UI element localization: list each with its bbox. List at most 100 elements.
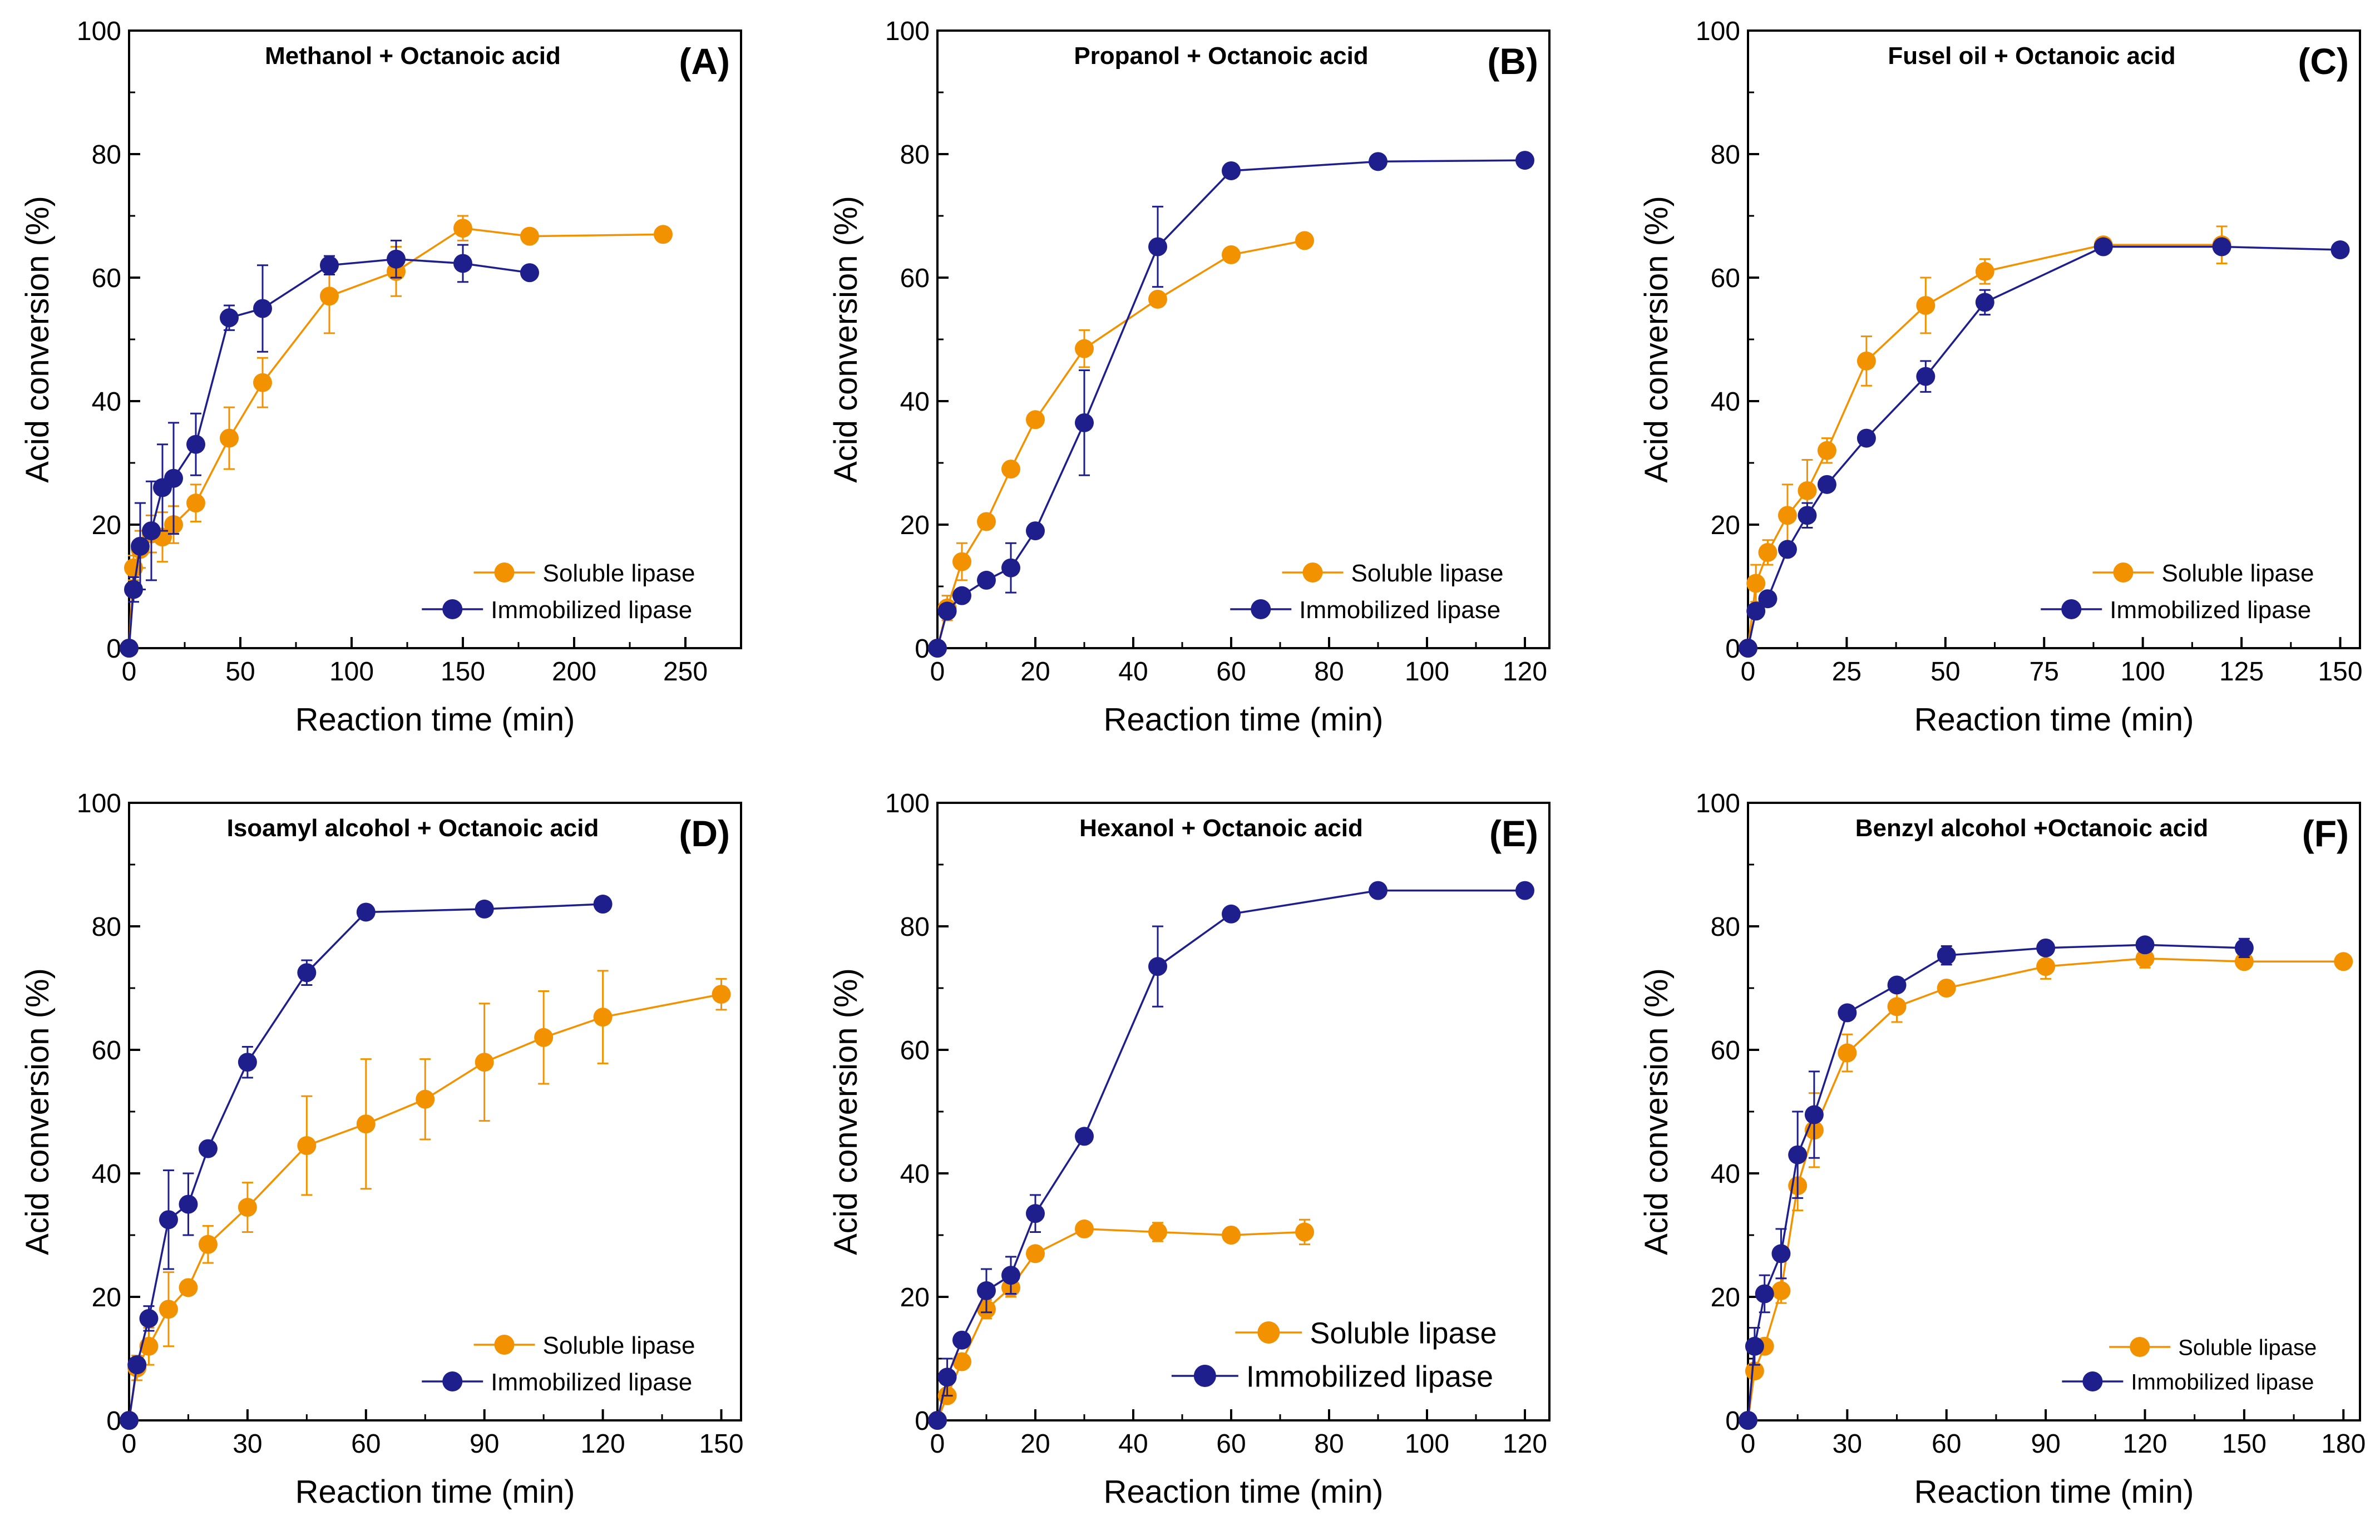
data-point: [2135, 949, 2155, 968]
data-point: [1222, 161, 1241, 180]
x-tick-label: 40: [1118, 1429, 1148, 1459]
y-axis-label: Acid conversion (%): [828, 968, 864, 1255]
data-point: [1798, 506, 1817, 525]
data-point: [952, 552, 971, 571]
x-tick-label: 120: [581, 1429, 625, 1459]
legend-item: Soluble lipase: [2092, 560, 2314, 587]
data-point: [1838, 1003, 1857, 1023]
y-tick-label: 100: [885, 17, 930, 46]
data-point: [220, 308, 239, 328]
x-tick-label: 180: [2321, 1429, 2366, 1459]
data-point: [534, 1028, 554, 1047]
data-point: [2093, 237, 2113, 256]
legend-label: Immobilized lipase: [2110, 596, 2311, 624]
data-point: [1887, 997, 1907, 1016]
data-point: [1916, 367, 1935, 386]
data-point: [356, 1114, 376, 1134]
data-point: [1515, 151, 1534, 170]
y-tick-label: 0: [1725, 634, 1740, 664]
x-tick-label: 60: [1216, 657, 1246, 687]
legend: Soluble lipase Immobilized lipase: [1230, 560, 1503, 624]
y-tick-label: 80: [900, 140, 930, 170]
legend-swatch-marker: [1257, 1321, 1280, 1344]
x-tick-label: 75: [2030, 657, 2059, 687]
data-point: [179, 1195, 198, 1214]
legend-label: Soluble lipase: [543, 1332, 695, 1359]
data-point: [1148, 957, 1167, 976]
y-tick-label: 20: [1711, 1283, 1740, 1312]
panel-label: (C): [2298, 41, 2349, 82]
panel-label: (E): [1489, 813, 1538, 854]
legend-swatch-marker: [442, 1371, 463, 1391]
data-point: [1838, 1043, 1857, 1063]
data-point: [1746, 574, 1766, 593]
y-tick-label: 40: [1711, 1159, 1740, 1189]
data-point: [1075, 339, 1094, 358]
data-point: [2036, 938, 2056, 957]
panel-label: (F): [2302, 813, 2349, 854]
data-point: [198, 1235, 218, 1254]
data-point: [124, 580, 143, 599]
data-point: [977, 570, 996, 590]
data-point: [1745, 1361, 1764, 1381]
data-point: [520, 226, 539, 246]
x-axis-label: Reaction time (min): [1914, 1474, 2194, 1510]
data-point: [164, 468, 183, 488]
data-point: [1975, 261, 1994, 281]
data-point: [1075, 1219, 1094, 1238]
chart-title: Fusel oil + Octanoic acid: [1888, 42, 2175, 70]
series: [1739, 237, 2350, 658]
series: [928, 151, 1534, 658]
y-axis-label: Acid conversion (%): [1638, 968, 1675, 1255]
data-point: [179, 1278, 198, 1297]
data-point: [1369, 152, 1387, 171]
y-tick-label: 0: [915, 1406, 930, 1436]
y-tick-label: 0: [1725, 1406, 1740, 1436]
x-tick-label: 0: [930, 1429, 945, 1459]
plot-frame: [1747, 802, 2361, 1421]
data-point: [142, 521, 161, 541]
data-point: [1788, 1145, 1808, 1164]
data-point: [1295, 1222, 1314, 1242]
data-point: [1369, 881, 1387, 900]
series: [120, 895, 613, 1430]
data-point: [2234, 938, 2254, 957]
data-point: [475, 899, 494, 919]
data-point: [952, 1330, 971, 1350]
y-tick-label: 100: [1696, 17, 1740, 46]
data-point: [356, 902, 376, 922]
y-axis-label: Acid conversion (%): [1638, 196, 1675, 483]
data-point: [928, 1411, 947, 1430]
x-tick-label: 250: [663, 657, 708, 687]
data-point: [1075, 1127, 1094, 1146]
series: [928, 881, 1534, 1430]
x-axis-label: Reaction time (min): [1914, 702, 2194, 738]
series: [1739, 935, 2254, 1430]
legend-swatch-marker: [2061, 599, 2082, 619]
data-point: [593, 1008, 613, 1027]
data-point: [1026, 521, 1045, 541]
legend: Soluble lipase Immobilized lipase: [2062, 1335, 2317, 1394]
y-tick-label: 100: [885, 789, 930, 818]
x-tick-label: 100: [2121, 657, 2165, 687]
x-tick-label: 150: [2222, 1429, 2267, 1459]
y-tick-label: 40: [900, 387, 930, 417]
legend-item: Soluble lipase: [2109, 1335, 2317, 1360]
y-tick-label: 40: [92, 387, 121, 417]
data-point: [1739, 639, 1757, 658]
legend-item: Immobilized lipase: [2041, 596, 2311, 624]
data-point: [387, 249, 406, 269]
y-tick-label: 40: [1711, 387, 1740, 417]
data-point: [1746, 601, 1766, 621]
data-point: [2036, 957, 2056, 976]
legend-label: Soluble lipase: [2162, 560, 2314, 587]
x-tick-label: 60: [1932, 1429, 1961, 1459]
data-point: [1075, 413, 1094, 432]
data-point: [1817, 475, 1836, 494]
chart-title: Methanol + Octanoic acid: [265, 42, 561, 70]
data-point: [1001, 460, 1020, 479]
data-point: [131, 536, 150, 556]
data-point: [320, 255, 339, 275]
y-axis-label: Acid conversion (%): [19, 196, 56, 483]
data-point: [1758, 542, 1777, 562]
